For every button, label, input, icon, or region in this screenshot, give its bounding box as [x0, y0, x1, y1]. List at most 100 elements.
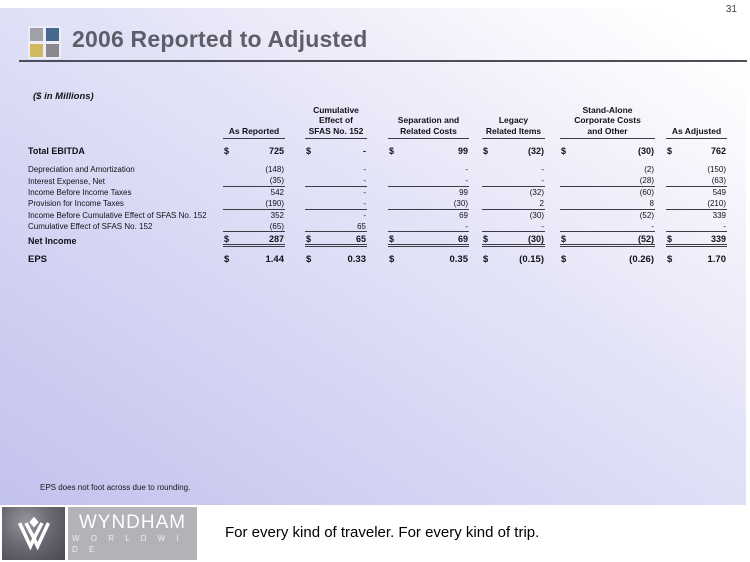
cell-value: (28): [639, 176, 654, 186]
cell-value: -: [363, 198, 366, 208]
slide-title: 2006 Reported to Adjusted: [72, 26, 368, 52]
cell: $ (0.26): [560, 252, 655, 266]
currency-sign: $: [389, 234, 395, 245]
cell-value: (52): [639, 210, 654, 220]
row-label: Provision for Income Taxes: [28, 199, 124, 209]
cell-value: 287: [268, 234, 284, 245]
cell: -: [305, 164, 367, 175]
cell-value: 0.35: [449, 253, 469, 265]
table-row-depreciation: Depreciation and Amortization (148) - - …: [28, 164, 727, 175]
cell-value: 99: [459, 187, 468, 197]
cell-value: -: [465, 176, 468, 186]
cell: -: [305, 210, 367, 221]
cell-value: (2): [644, 165, 654, 175]
currency-sign: $: [224, 253, 230, 265]
title-bullet-squares-icon: [28, 26, 61, 59]
cell: (35): [223, 175, 285, 187]
cell-value: (190): [265, 198, 284, 208]
cell-value: -: [541, 221, 544, 231]
cell-value: -: [541, 176, 544, 186]
currency-sign: $: [561, 146, 567, 156]
bullet-square-gold: [30, 44, 43, 57]
table-row-income-before-cumulative-effect: Income Before Cumulative Effect of SFAS …: [28, 210, 727, 221]
cell: -: [482, 164, 545, 175]
cell-value: 549: [712, 187, 726, 197]
row-label: Interest Expense, Net: [28, 176, 105, 186]
cell-value: (32): [527, 146, 544, 156]
cell-value: -: [651, 221, 654, 231]
cell: (65): [223, 221, 285, 233]
cell: (150): [666, 164, 727, 175]
cell: 69: [388, 210, 469, 221]
cell-value: 8: [649, 198, 654, 208]
cell: 2: [482, 198, 545, 210]
cell-value: 65: [355, 234, 366, 245]
cell-value: (148): [265, 165, 284, 175]
units-note: ($ in Millions): [33, 91, 94, 102]
cell-value: -: [541, 165, 544, 175]
bullet-square-gray: [30, 28, 43, 41]
table-row-income-before-taxes: Income Before Income Taxes 542 - 99 (32)…: [28, 187, 727, 198]
currency-sign: $: [667, 234, 673, 245]
cell: $287: [223, 234, 285, 248]
currency-sign: $: [224, 234, 230, 245]
table-row-interest-expense: Interest Expense, Net (35) - - - (28) (6…: [28, 175, 727, 187]
cell-value: (0.26): [629, 253, 654, 265]
footer-bar: WYNDHAM W O R L D W I D E For every kind…: [0, 505, 750, 562]
row-label: Depreciation and Amortization: [28, 165, 135, 175]
cell-value: (30): [529, 210, 544, 220]
currency-sign: $: [306, 253, 312, 265]
cell: $ (30): [482, 234, 545, 248]
cell: $69: [388, 234, 469, 248]
currency-sign: $: [306, 146, 312, 156]
cell-value: 352: [270, 210, 284, 220]
column-header-legacy-items: Legacy Related Items: [482, 94, 545, 139]
cell: 542: [223, 187, 285, 198]
cell-value: -: [723, 221, 726, 231]
cell-value: 69: [457, 234, 468, 245]
cell: $99: [388, 144, 469, 158]
column-header-as-adjusted: As Adjusted: [666, 94, 727, 139]
cell: $1.44: [223, 252, 285, 266]
cell: -: [388, 164, 469, 175]
currency-sign: $: [306, 234, 312, 245]
row-label: Income Before Income Taxes: [28, 187, 132, 197]
cell-value: 762: [710, 146, 726, 156]
cell-value: (210): [707, 198, 726, 208]
cell-value: 339: [712, 210, 726, 220]
cell-value: 542: [270, 187, 284, 197]
cell: (28): [560, 175, 655, 187]
table-row-eps: EPS $1.44 $0.33 $0.35 $ (0.15) $ (0.26) $1…: [28, 252, 727, 266]
cell: $ -: [305, 144, 367, 158]
cell-value: 1.70: [707, 253, 727, 265]
column-header-as-reported: As Reported: [223, 94, 285, 139]
cell-value: -: [363, 176, 366, 186]
cell: 99: [388, 187, 469, 198]
currency-sign: $: [483, 234, 489, 245]
bullet-square-darkgray: [46, 44, 59, 57]
row-label: EPS: [28, 253, 48, 265]
cell: -: [388, 221, 469, 233]
brand-division: W O R L D W I D E: [72, 533, 184, 554]
currency-sign: $: [483, 253, 489, 265]
cell: (190): [223, 198, 285, 210]
cell: $0.33: [305, 252, 367, 266]
currency-sign: $: [667, 253, 673, 265]
currency-sign: $: [561, 253, 567, 265]
cell-value: -: [363, 165, 366, 175]
cell: $ (0.15): [482, 252, 545, 266]
table-row-cumulative-effect: Cumulative Effect of SFAS No. 152 (65) 6…: [28, 221, 727, 233]
cell: (63): [666, 175, 727, 187]
footnote: EPS does not foot across due to rounding…: [40, 483, 191, 492]
cell: (148): [223, 164, 285, 175]
cell-value: -: [465, 221, 468, 231]
wyndham-logo-mark: [2, 507, 65, 560]
cell: (32): [482, 187, 545, 198]
cell-value: (0.15): [519, 253, 544, 265]
cell-value: 1.44: [265, 253, 285, 265]
cell: -: [305, 198, 367, 210]
cell-value: 0.33: [347, 253, 367, 265]
cell: $762: [666, 144, 727, 158]
cell: $65: [305, 234, 367, 248]
cell: -: [482, 221, 545, 233]
